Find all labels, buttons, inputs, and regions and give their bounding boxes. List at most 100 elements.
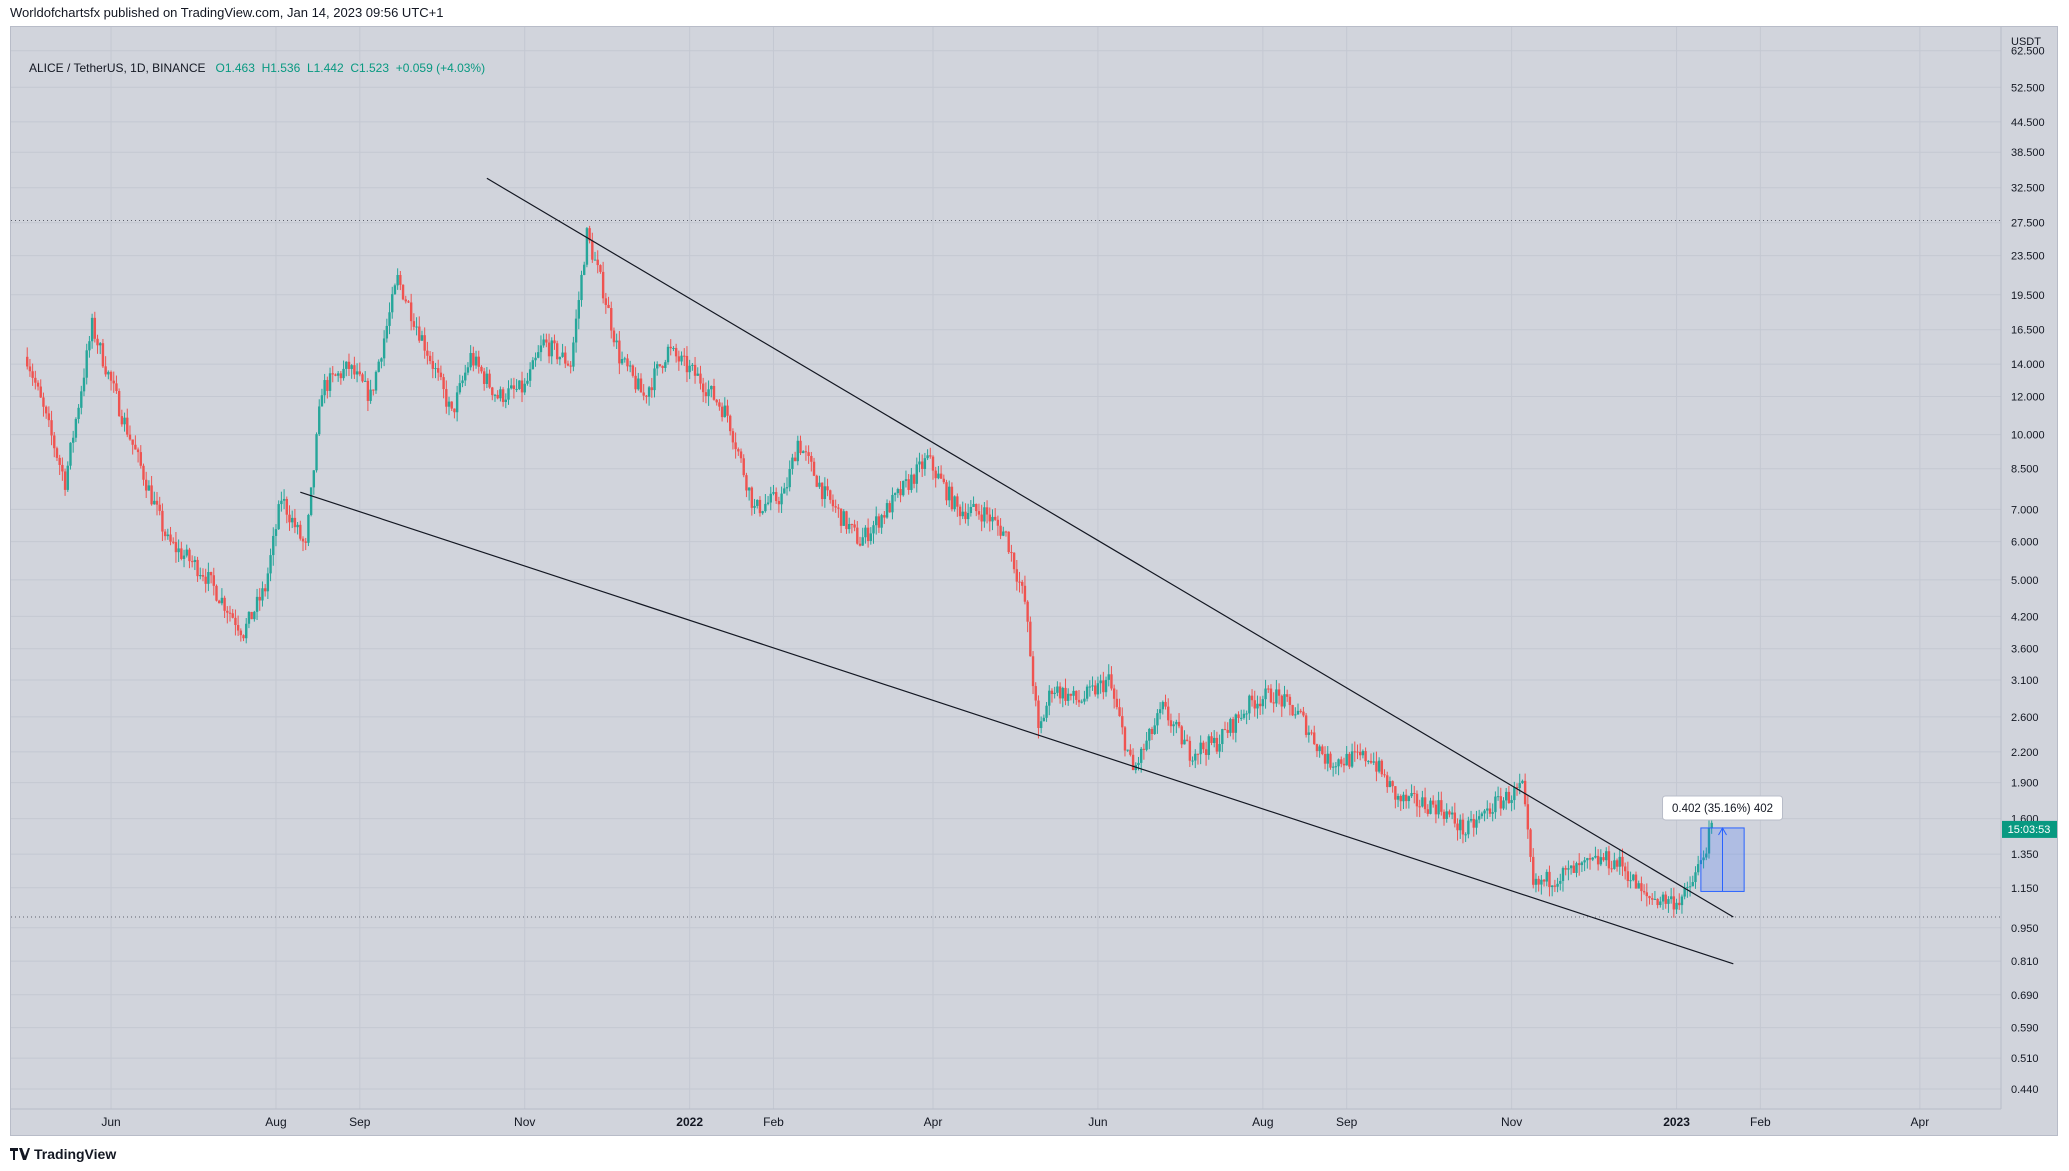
time-axis: Jun Aug Sep Nov 2022 Feb Apr Jun Aug Sep Nov 2023 Fe…: [101, 1115, 1929, 1129]
candle-body: [482, 371, 486, 384]
candle-body: [1678, 902, 1681, 906]
candle-body: [845, 511, 848, 530]
candle-body: [880, 515, 883, 528]
candle-body: [247, 611, 251, 624]
candle-body: [896, 489, 900, 494]
candle-body: [1453, 812, 1457, 824]
candle-body: [161, 510, 164, 532]
candle-body: [31, 371, 34, 378]
candle-body: [1572, 865, 1575, 873]
candle-body: [234, 617, 237, 626]
candle-body: [255, 596, 259, 612]
candle-body: [1442, 811, 1446, 820]
candle-body: [328, 373, 332, 391]
candle-body: [47, 413, 51, 421]
candle-body: [434, 368, 437, 370]
candle-body: [350, 365, 353, 369]
candle-body: [85, 350, 88, 378]
candle-body: [1129, 749, 1132, 755]
price-tick-label: 3.100: [2011, 675, 2039, 687]
price-chart[interactable]: USDT 62.500 52.500 44.500 38.500 32.500 27.50…: [11, 27, 2057, 1135]
measure-arrow-head: [1718, 826, 1727, 836]
candle-body: [266, 573, 270, 592]
candle-body: [1421, 797, 1424, 807]
measure-label-box: [1662, 795, 1784, 821]
candle-body: [964, 511, 967, 520]
candle-body: [1569, 865, 1573, 869]
candle-body: [1450, 812, 1454, 815]
candle-body: [485, 373, 489, 384]
candle-body: [639, 378, 643, 393]
candle-body: [604, 298, 608, 305]
candle-body: [1661, 894, 1665, 902]
candle-body: [796, 440, 800, 462]
low-value: L1.442: [306, 61, 344, 75]
candle-body: [710, 385, 713, 390]
candle-body: [1602, 857, 1605, 861]
candle-body: [80, 391, 83, 408]
candle-body: [1342, 763, 1346, 766]
candle-body: [953, 496, 956, 510]
chart-pane[interactable]: USDT 62.500 52.500 44.500 38.500 32.500 27.50…: [10, 26, 2058, 1136]
candle-body: [680, 355, 683, 362]
candle-body: [1642, 891, 1646, 893]
candle-body: [1221, 729, 1224, 745]
candle-body: [1404, 794, 1408, 802]
candle-body: [1696, 864, 1700, 873]
candle-body: [1656, 898, 1659, 906]
candle-body: [363, 380, 367, 382]
candle-body: [309, 487, 313, 515]
candle-body: [634, 375, 637, 390]
candle-body: [1237, 714, 1240, 718]
candle-body: [826, 486, 829, 491]
candle-body: [972, 503, 975, 507]
candle-body: [1659, 901, 1662, 906]
candle-body: [1050, 690, 1054, 695]
candle-body: [788, 468, 791, 488]
candle-body: [1580, 862, 1584, 866]
drawings: [11, 177, 2001, 965]
candle-body: [228, 612, 232, 614]
price-tick-label: 0.590: [2011, 1023, 2039, 1035]
candle-body: [477, 356, 480, 367]
candle-body: [1131, 754, 1135, 771]
candle-body: [1459, 819, 1462, 831]
candle-body: [1399, 795, 1402, 802]
candle-body: [731, 431, 735, 443]
candle-body: [1467, 820, 1470, 835]
candle-body: [1299, 710, 1302, 712]
candle-body: [1486, 808, 1489, 811]
candle-body: [610, 308, 613, 331]
candle-body: [396, 274, 399, 286]
candle-body: [207, 571, 210, 584]
candle-body: [1513, 787, 1516, 801]
candle-body: [631, 365, 635, 376]
candle-body: [1215, 737, 1219, 752]
candle-body: [520, 380, 524, 393]
candle-body: [1496, 796, 1500, 798]
candle-body: [1250, 695, 1254, 701]
candle-body: [1610, 868, 1613, 870]
candle-body: [274, 529, 278, 536]
candle-body: [277, 504, 280, 530]
candle-body: [461, 380, 464, 384]
candle-body: [1164, 701, 1167, 707]
candle-body: [301, 538, 305, 542]
candle-body: [1226, 729, 1229, 733]
candle-body: [564, 352, 567, 364]
candle-body: [1675, 902, 1678, 910]
candle-body: [818, 482, 821, 487]
candle-body: [696, 373, 699, 376]
candle-body: [737, 449, 740, 452]
candle-body: [304, 541, 307, 543]
time-tick-label: 2023: [1663, 1115, 1690, 1129]
candle-body: [253, 611, 256, 620]
candle-body: [1545, 871, 1548, 882]
candle-body: [209, 571, 213, 576]
candle-body: [839, 508, 843, 526]
candle-body: [201, 575, 205, 577]
candle-body: [975, 503, 978, 512]
candle-body: [163, 531, 167, 537]
candle-body: [63, 471, 67, 490]
candle-body: [956, 496, 959, 507]
